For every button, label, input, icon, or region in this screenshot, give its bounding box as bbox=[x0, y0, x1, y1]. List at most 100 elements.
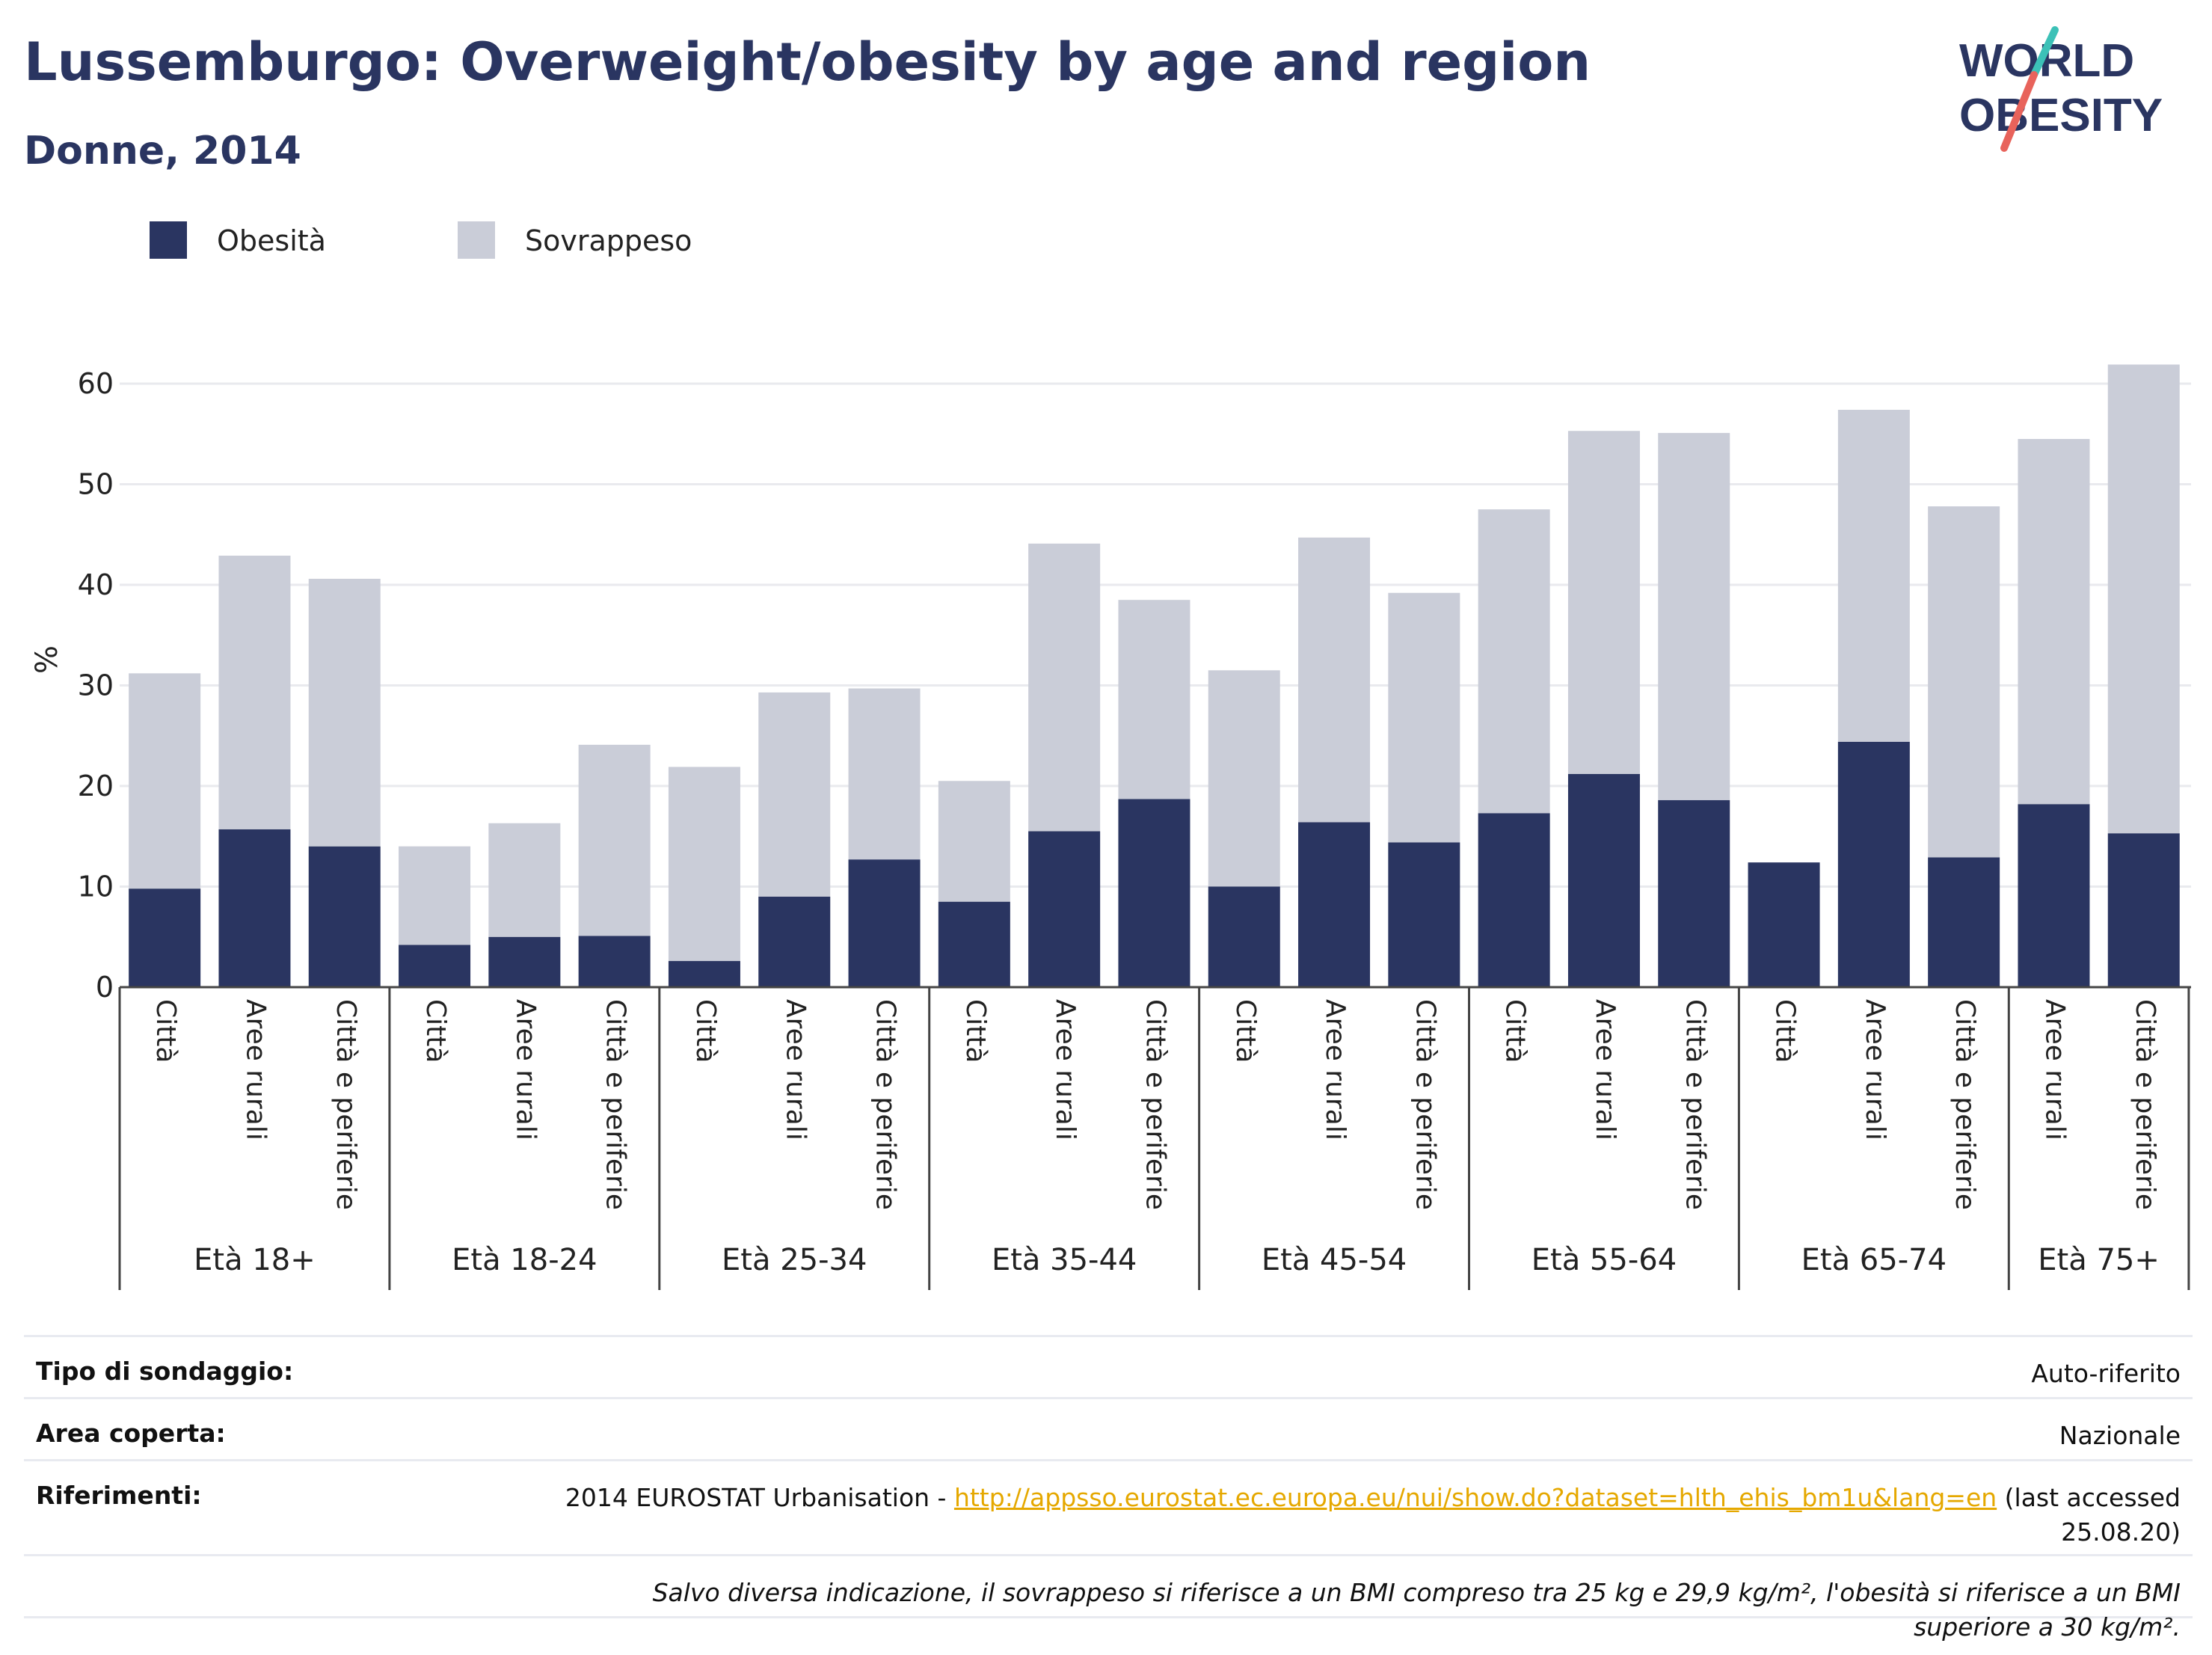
x-category-label: Città bbox=[1230, 999, 1261, 1063]
bar-overweight bbox=[1567, 431, 1640, 774]
legend-swatch-obesity bbox=[150, 221, 187, 259]
chart-subtitle: Donne, 2014 bbox=[24, 129, 301, 174]
bar-overweight bbox=[1028, 543, 1101, 832]
logo-line2: OBESITY bbox=[1959, 90, 2163, 141]
bar-obesity bbox=[1478, 813, 1550, 987]
survey-label: Tipo di sondaggio: bbox=[36, 1357, 294, 1386]
definition-note: Salvo diversa indicazione, il sovrappeso… bbox=[652, 1578, 2181, 1642]
x-category-label: Città e periferie bbox=[331, 999, 361, 1210]
x-category-label: Aree rurali bbox=[1050, 999, 1081, 1140]
bar-overweight bbox=[668, 767, 740, 962]
y-axis-label: % bbox=[30, 645, 64, 674]
bar-obesity bbox=[578, 936, 651, 987]
x-category-label: Città e periferie bbox=[870, 999, 901, 1210]
bar-obesity bbox=[1028, 831, 1101, 987]
x-group-label: Età 75+ bbox=[2038, 1243, 2160, 1277]
x-category-label: Aree rurali bbox=[780, 999, 811, 1140]
legend-label-overweight: Sovrappeso bbox=[525, 224, 692, 257]
bar-overweight bbox=[758, 692, 831, 897]
references-prefix: 2014 EUROSTAT Urbanisation - bbox=[565, 1483, 954, 1512]
x-category-label: Città e periferie bbox=[2130, 999, 2160, 1210]
x-group-label: Età 25-34 bbox=[722, 1243, 867, 1277]
legend-label-obesity: Obesità bbox=[217, 224, 326, 257]
x-group-label: Età 45-54 bbox=[1262, 1243, 1407, 1277]
y-tick-label: 60 bbox=[78, 367, 114, 400]
bar-obesity bbox=[848, 859, 921, 987]
x-category-label: Aree rurali bbox=[1590, 999, 1620, 1140]
info-row-area: Area coperta: Nazionale bbox=[24, 1397, 2193, 1459]
info-row-note: Salvo diversa indicazione, il sovrappeso… bbox=[24, 1554, 2193, 1642]
bar-obesity bbox=[218, 829, 291, 987]
bar-obesity bbox=[1748, 862, 1820, 987]
bar-obesity bbox=[2107, 833, 2180, 987]
bar-overweight bbox=[1208, 670, 1280, 887]
bar-overweight bbox=[848, 688, 921, 860]
x-category-label: Aree rurali bbox=[510, 999, 541, 1140]
bar-obesity bbox=[758, 896, 831, 987]
y-tick-label: 30 bbox=[78, 669, 114, 702]
references-label: Riferimenti: bbox=[36, 1481, 202, 1510]
x-group-label: Età 18-24 bbox=[452, 1243, 597, 1277]
bar-overweight bbox=[399, 846, 471, 945]
bar-overweight bbox=[1837, 409, 1910, 742]
bar-obesity bbox=[488, 936, 561, 987]
bar-obesity bbox=[938, 901, 1010, 987]
bar-overweight bbox=[1118, 600, 1191, 799]
legend-swatch-overweight bbox=[458, 221, 495, 259]
info-table: Tipo di sondaggio: Auto-riferito Area co… bbox=[24, 1335, 2193, 1642]
bar-overweight bbox=[938, 781, 1010, 902]
x-category-label: Città bbox=[1770, 999, 1801, 1063]
x-category-label: Città e periferie bbox=[1680, 999, 1710, 1210]
bar-overweight bbox=[129, 673, 201, 889]
y-tick-label: 10 bbox=[78, 871, 114, 903]
x-category-label: Città bbox=[420, 999, 451, 1063]
bar-obesity bbox=[1298, 822, 1371, 987]
bar-overweight bbox=[1298, 537, 1371, 823]
world-obesity-logo: WORLD OBESITY bbox=[1959, 26, 2163, 152]
y-tick-label: 0 bbox=[96, 971, 114, 1004]
references-link[interactable]: http://appsso.eurostat.ec.europa.eu/nui/… bbox=[953, 1483, 1997, 1512]
bar-obesity bbox=[1567, 773, 1640, 987]
info-row-references: Riferimenti: 2014 EUROSTAT Urbanisation … bbox=[24, 1459, 2193, 1554]
stacked-bar-chart: 0 10 20 30 40 50 60% Città Aree rurali Città e pe… bbox=[30, 364, 2191, 1290]
bar-overweight bbox=[578, 744, 651, 936]
x-group-label: Età 18+ bbox=[194, 1243, 316, 1277]
x-category-label: Città bbox=[690, 999, 721, 1063]
x-category-label: Aree rurali bbox=[1860, 999, 1890, 1140]
bar-obesity bbox=[1928, 857, 2000, 987]
bar-obesity bbox=[399, 945, 471, 987]
x-group-label: Età 65-74 bbox=[1801, 1243, 1947, 1277]
bar-overweight bbox=[1388, 592, 1460, 843]
x-category-label: Città bbox=[150, 999, 181, 1063]
x-category-label: Città e periferie bbox=[1140, 999, 1170, 1210]
bar-obesity bbox=[668, 961, 740, 987]
bar-overweight bbox=[2018, 438, 2090, 805]
references-value: 2014 EUROSTAT Urbanisation - http://apps… bbox=[535, 1481, 2181, 1550]
bar-obesity bbox=[1208, 886, 1280, 987]
area-label: Area coperta: bbox=[36, 1419, 226, 1448]
bar-obesity bbox=[1118, 799, 1191, 987]
x-group-label: Età 55-64 bbox=[1531, 1243, 1677, 1277]
references-suffix: (last accessed 25.08.20) bbox=[1997, 1483, 2181, 1547]
bar-overweight bbox=[1478, 509, 1550, 814]
survey-value: Auto-riferito bbox=[2031, 1359, 2181, 1388]
x-category-label: Aree rurali bbox=[1320, 999, 1351, 1140]
x-category-label: Aree rurali bbox=[240, 999, 271, 1140]
y-tick-label: 20 bbox=[78, 770, 114, 802]
bar-obesity bbox=[308, 846, 381, 987]
x-category-label: Città bbox=[960, 999, 991, 1063]
bar-obesity bbox=[1658, 799, 1730, 987]
bar-overweight bbox=[308, 578, 381, 847]
x-category-label: Città e periferie bbox=[600, 999, 631, 1210]
x-group-label: Età 35-44 bbox=[992, 1243, 1137, 1277]
bar-obesity bbox=[2018, 804, 2090, 987]
bar-overweight bbox=[1928, 506, 2000, 858]
x-category-label: Città e periferie bbox=[1410, 999, 1440, 1210]
bar-overweight bbox=[488, 823, 561, 937]
bar-obesity bbox=[1837, 741, 1910, 987]
chart-title: Lussemburgo: Overweight/obesity by age a… bbox=[24, 31, 1591, 93]
y-tick-label: 50 bbox=[78, 468, 114, 501]
logo-slash-teal bbox=[2030, 26, 2059, 79]
x-category-label: Città bbox=[1500, 999, 1531, 1063]
bar-overweight bbox=[1658, 432, 1730, 800]
